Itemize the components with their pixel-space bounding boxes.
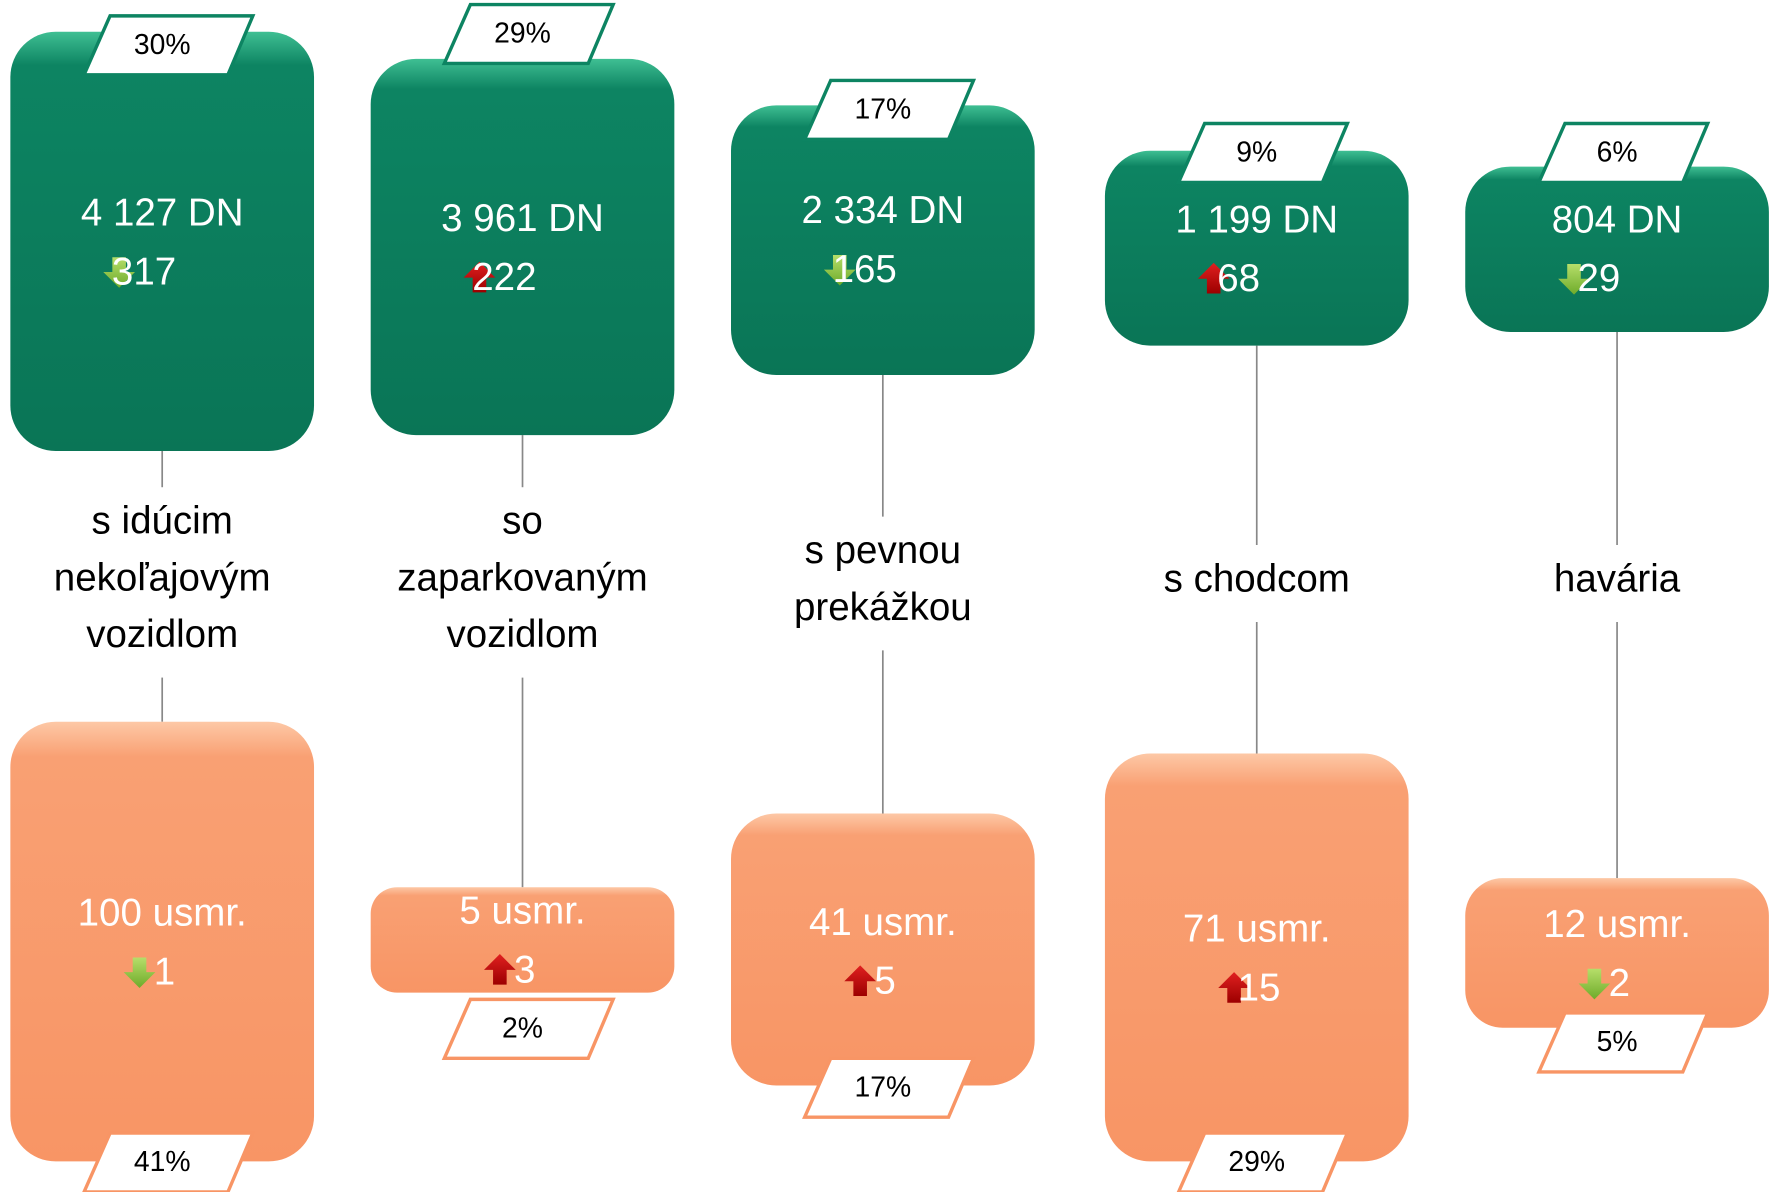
category-label: s chodcom [1164, 557, 1350, 600]
category-label: s pevnou [805, 529, 961, 572]
share-tag [802, 1056, 977, 1119]
share-tag [441, 997, 616, 1060]
arrow-up [1197, 262, 1230, 294]
arrow-down [123, 957, 156, 989]
share-tag [1536, 1011, 1711, 1074]
accidents-change: 317 [112, 250, 176, 293]
arrow-up [1218, 972, 1250, 1003]
fatalities-count: 71 usmr. [1183, 908, 1331, 951]
accidents-box [1104, 150, 1409, 346]
arrow-up [483, 954, 516, 985]
share-label: 17% [854, 94, 911, 126]
share-tag [81, 14, 256, 77]
arrow-down [103, 257, 136, 288]
category-label: s idúcim [92, 500, 233, 543]
fatalities-change: 2 [1609, 962, 1630, 1005]
category-label: vozidlom [86, 613, 238, 656]
accidents-box [731, 105, 1035, 376]
share-tag [1175, 121, 1350, 185]
accidents-count: 1 199 DN [1175, 198, 1338, 241]
fatalities-count: 12 usmr. [1543, 903, 1691, 946]
accidents-change: 29 [1578, 257, 1621, 300]
accidents-count: 3 961 DN [441, 197, 604, 240]
share-label: 29% [494, 18, 551, 50]
category-label: zaparkovaným [397, 556, 647, 599]
share-label: 17% [854, 1071, 911, 1103]
accidents-change: 222 [472, 256, 536, 299]
fatalities-box [370, 887, 675, 993]
arrow-down [1558, 264, 1590, 295]
category-label: havária [1554, 557, 1681, 600]
fatalities-change: 3 [514, 948, 535, 991]
share-label: 5% [1597, 1026, 1638, 1058]
fatalities-box [1104, 753, 1409, 1162]
arrow-down [1578, 968, 1611, 1000]
fatalities-box [10, 721, 315, 1162]
fatalities-box [1465, 878, 1769, 1028]
share-label: 41% [134, 1146, 191, 1178]
arrow-up [844, 965, 877, 996]
fatalities-change: 15 [1238, 966, 1281, 1009]
arrow-down [823, 254, 856, 286]
arrow-up [463, 261, 496, 293]
accidents-box [1465, 166, 1769, 332]
fatalities-count: 100 usmr. [78, 892, 247, 935]
share-label: 2% [502, 1012, 543, 1044]
fatalities-count: 5 usmr. [459, 889, 585, 932]
share-tag [441, 2, 616, 66]
accidents-count: 804 DN [1552, 198, 1683, 241]
share-tag [82, 1131, 256, 1192]
share-label: 9% [1236, 137, 1277, 169]
share-label: 30% [134, 29, 191, 61]
category-label: prekážkou [794, 586, 972, 629]
share-label: 6% [1597, 137, 1638, 169]
accidents-change: 165 [833, 248, 897, 291]
share-tag [802, 78, 977, 142]
fatalities-change: 5 [874, 960, 895, 1003]
accidents-box [10, 31, 315, 451]
share-tag [1536, 121, 1711, 185]
share-label: 29% [1228, 1146, 1285, 1178]
category-label: vozidlom [447, 613, 599, 656]
fatalities-box [731, 813, 1035, 1086]
accidents-change: 68 [1217, 257, 1260, 300]
category-label: so [502, 500, 543, 543]
fatalities-change: 1 [154, 951, 175, 994]
accidents-count: 4 127 DN [81, 191, 244, 234]
fatalities-count: 41 usmr. [809, 901, 957, 944]
share-tag [1176, 1131, 1350, 1192]
accidents-count: 2 334 DN [801, 189, 964, 232]
accidents-box [370, 58, 675, 436]
category-label: nekoľajovým [54, 556, 271, 599]
